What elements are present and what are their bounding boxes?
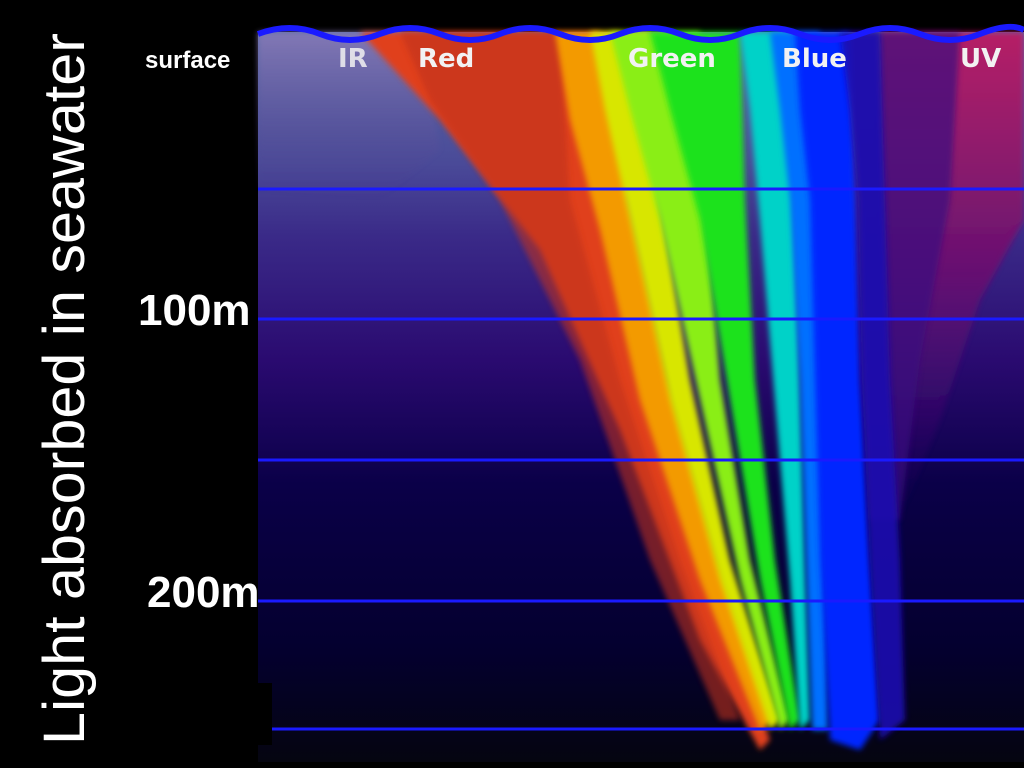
vertical-title-container: Light absorbed in seawater bbox=[4, 0, 136, 768]
surface-wave bbox=[256, 23, 1024, 43]
depth-label-200m: 200m bbox=[147, 568, 260, 617]
band-label-ir: IR bbox=[338, 44, 368, 74]
green-light-band bbox=[610, 32, 790, 730]
depth-label-100m: 100m bbox=[138, 286, 251, 335]
masked-label-box bbox=[148, 683, 272, 745]
deep-blue-band bbox=[840, 32, 905, 740]
blue-band bbox=[795, 32, 880, 750]
orange-band bbox=[555, 32, 775, 730]
dark-red-band bbox=[400, 32, 740, 720]
ir-band bbox=[258, 32, 440, 200]
green-band bbox=[650, 32, 800, 730]
band-label-uv: UV bbox=[960, 44, 1001, 74]
page-title: Light absorbed in seawater bbox=[32, 33, 97, 745]
band-label-green: Green bbox=[628, 44, 716, 74]
yellow-band bbox=[590, 32, 780, 730]
band-label-red: Red bbox=[418, 44, 474, 74]
depth-label-surface: surface bbox=[145, 47, 230, 74]
band-label-blue: Blue bbox=[782, 44, 847, 74]
